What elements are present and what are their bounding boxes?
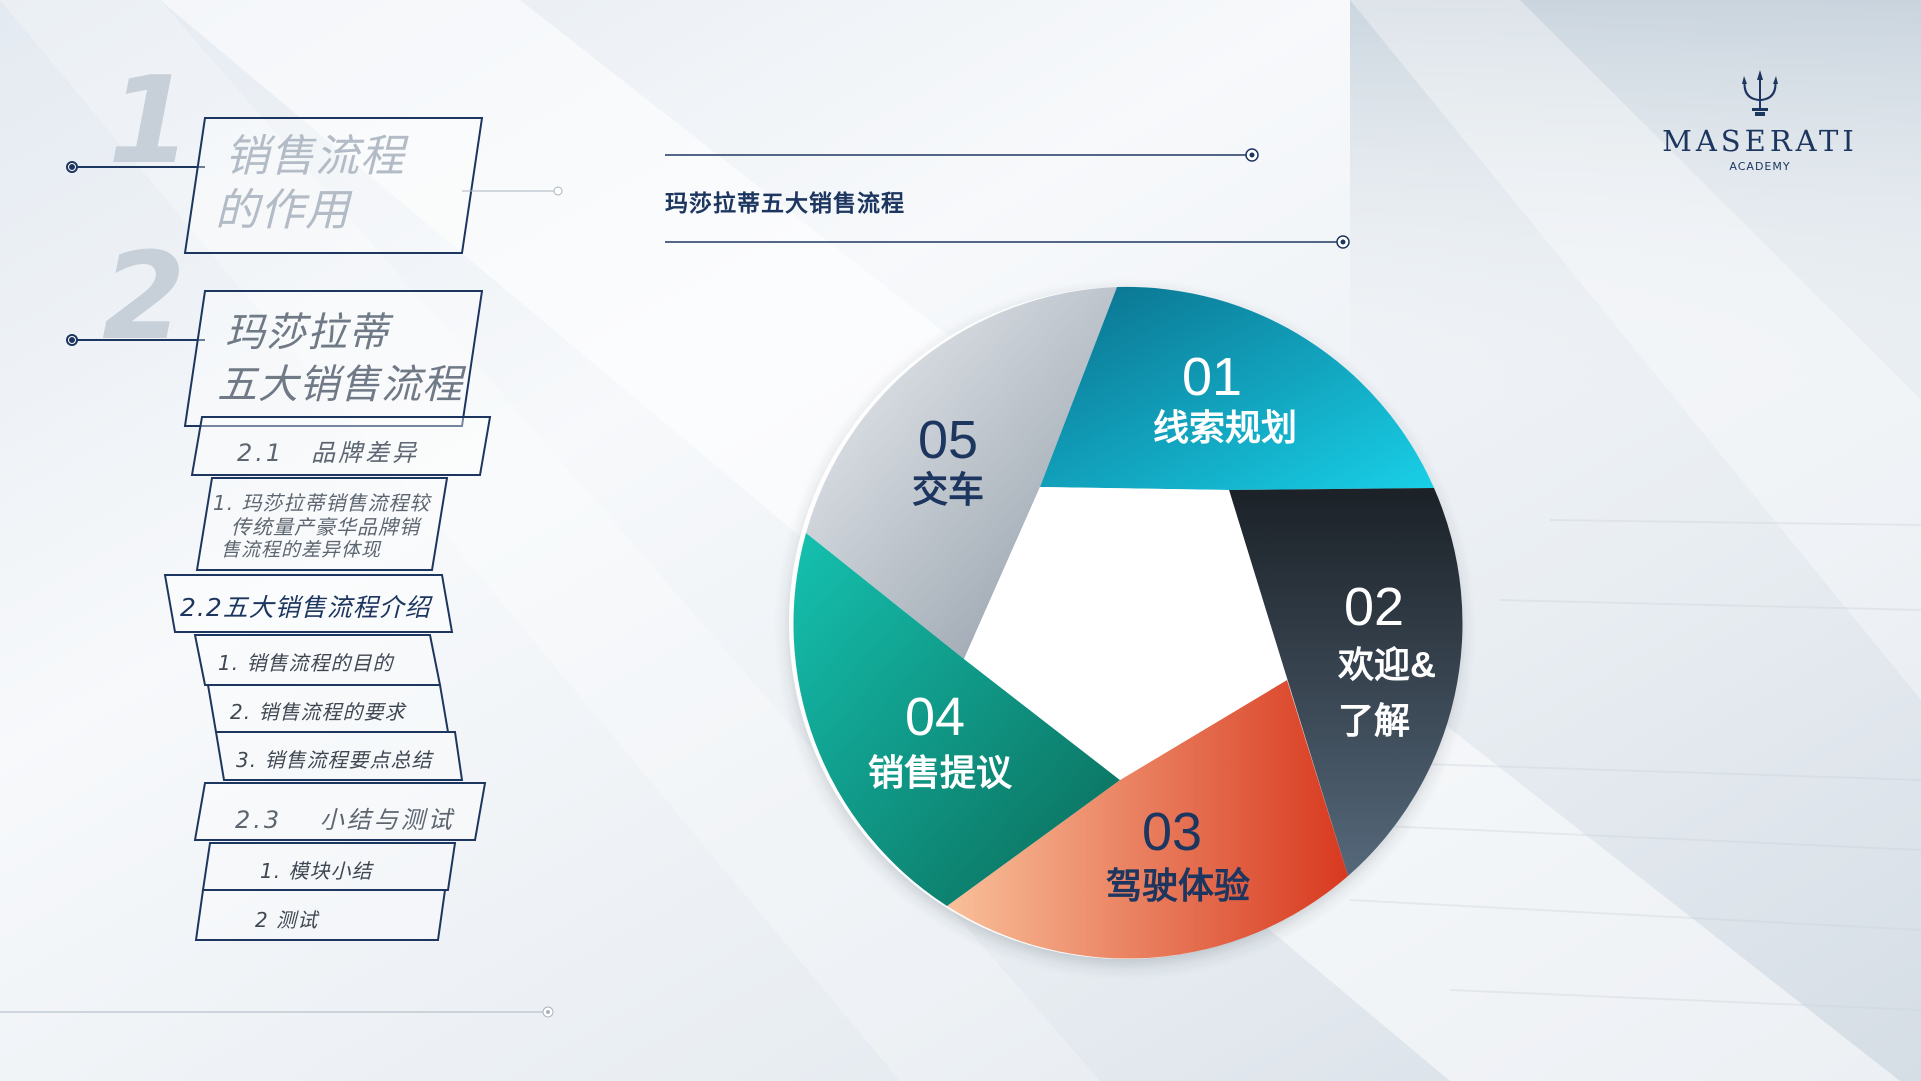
segment-04-number: 04 — [905, 687, 965, 747]
trident-icon — [1742, 70, 1778, 116]
brand-sub: ACADEMY — [1729, 160, 1791, 173]
segment-04-label: 销售提议 — [868, 752, 1013, 793]
nav-2-3-item-2[interactable]: 2 测试 — [255, 908, 319, 932]
segment-05-number: 05 — [918, 410, 978, 470]
segment-02-label-1: 欢迎& — [1337, 644, 1436, 685]
segments — [793, 286, 1463, 959]
maserati-logo: MASERATI ACADEMY — [1655, 68, 1865, 173]
nav-2-2-item-3[interactable]: 3. 销售流程要点总结 — [236, 748, 433, 772]
nav-2-3-item-1[interactable]: 1. 模块小结 — [260, 859, 373, 883]
nav-2-2-item-2[interactable]: 2. 销售流程的要求 — [230, 700, 406, 724]
segment-01 — [1040, 286, 1434, 490]
segment-01-label: 线索规划 — [1153, 407, 1297, 448]
nav-item-2-1[interactable]: 2.1 品牌差异 — [237, 439, 420, 467]
section2-title-line1[interactable]: 玛莎拉蒂 — [225, 310, 389, 356]
segment-03-number: 03 — [1142, 802, 1202, 862]
segment-02-number: 02 — [1344, 577, 1404, 637]
segment-02 — [1229, 488, 1463, 876]
segment-03 — [947, 680, 1348, 959]
section1-title-line1[interactable]: 销售流程 — [225, 131, 405, 182]
section-number-2: 2 — [102, 228, 187, 367]
diagram-title: 玛莎拉蒂五大销售流程 — [665, 191, 905, 217]
nav-2-1-text-line1: 1. 玛莎拉蒂销售流程较 — [213, 491, 431, 515]
segment-05-label: 交车 — [912, 469, 984, 510]
diagram-center — [964, 487, 1287, 780]
section-number-1: 1 — [108, 52, 193, 191]
brand-name: MASERATI — [1662, 124, 1858, 158]
nav-item-2-3[interactable]: 2.3 小结与测试 — [235, 806, 455, 834]
segment-04 — [793, 533, 1120, 906]
segment-05 — [806, 287, 1117, 659]
segment-02-label-2: 了解 — [1338, 700, 1410, 741]
nav-2-2-item-1[interactable]: 1. 销售流程的目的 — [218, 651, 394, 675]
nav-2-1-text-line2: 传统量产豪华品牌销 — [231, 515, 420, 539]
segment-03-label: 驾驶体验 — [1106, 865, 1250, 906]
section1-title-line2[interactable]: 的作用 — [215, 185, 350, 236]
section2-title-line2[interactable]: 五大销售流程 — [217, 362, 463, 408]
nav-2-1-text-line3: 售流程的差异体现 — [221, 539, 382, 561]
nav-item-2-2-active[interactable]: 2.2五大销售流程介绍 — [180, 593, 431, 622]
segment-01-number: 01 — [1182, 347, 1242, 407]
